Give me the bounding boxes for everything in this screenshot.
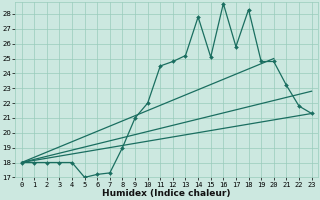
X-axis label: Humidex (Indice chaleur): Humidex (Indice chaleur) [102, 189, 231, 198]
